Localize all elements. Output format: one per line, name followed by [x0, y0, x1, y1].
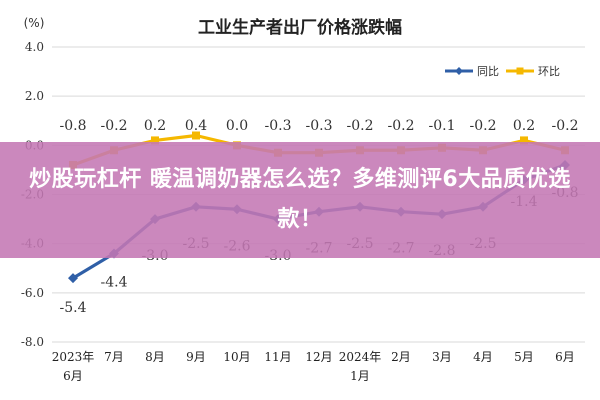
x-tick-label: 5月	[514, 350, 534, 364]
ad-banner-text[interactable]: 炒股玩杠杆 暖温调奶器怎么选？多维测评6大品质优选款！	[29, 167, 571, 232]
data-label-huanbi: -0.2	[101, 118, 128, 134]
y-tick-label: -8.0	[21, 335, 44, 349]
x-tick-label: 9月	[186, 350, 206, 364]
x-tick-label: 8月	[145, 350, 165, 364]
x-tick-label: 10月	[223, 350, 250, 364]
data-label-tongbi: -4.4	[101, 275, 128, 291]
x-tick-label: 1月	[350, 369, 370, 383]
data-label-tongbi: -5.4	[60, 300, 87, 316]
data-label-huanbi: -0.2	[552, 118, 579, 134]
data-label-huanbi: 0.2	[513, 118, 535, 134]
data-label-huanbi: -0.2	[470, 118, 497, 134]
x-tick-label: 11月	[264, 350, 291, 364]
data-label-huanbi: -0.2	[347, 118, 374, 134]
y-tick-label: -6.0	[21, 286, 44, 300]
ad-banner[interactable]: 炒股玩杠杆 暖温调奶器怎么选？多维测评6大品质优选款！	[0, 142, 600, 258]
x-tick-label: 2023年	[52, 350, 95, 364]
legend-label: 同比	[477, 65, 499, 78]
data-label-huanbi: 0.2	[144, 118, 166, 134]
x-tick-label: 12月	[305, 350, 332, 364]
legend: 同比 环比	[445, 65, 560, 78]
data-point-tongbi	[68, 273, 78, 284]
y-tick-label: 4.0	[25, 40, 44, 54]
y-tick-label: 2.0	[25, 89, 44, 103]
data-label-huanbi: -0.1	[429, 118, 456, 134]
x-tick-label: 6月	[555, 350, 575, 364]
data-label-huanbi: -0.2	[388, 118, 415, 134]
data-label-huanbi: 0.0	[226, 118, 248, 134]
legend-label: 环比	[538, 65, 560, 78]
x-tick-label: 3月	[432, 350, 452, 364]
data-point-huanbi	[192, 131, 200, 140]
legend-marker	[516, 67, 524, 75]
data-point-huanbi	[520, 136, 528, 145]
legend-marker	[455, 67, 463, 75]
x-tick-label: 2月	[391, 350, 411, 364]
data-label-huanbi: -0.8	[60, 118, 87, 134]
data-point-huanbi	[151, 136, 159, 145]
x-tick-labels: 2023年 6月 7月 8月 9月 10月 11月 12月 2024年 1月 2月 3月 4月 5月 6月	[52, 350, 575, 383]
y-axis-unit: (%)	[24, 16, 45, 30]
x-tick-label: 7月	[104, 350, 124, 364]
data-label-huanbi: -0.3	[265, 118, 292, 134]
x-tick-label: 2024年	[339, 350, 382, 364]
data-label-huanbi: -0.3	[306, 118, 333, 134]
chart-title: 工业生产者出厂价格涨跌幅	[198, 17, 402, 38]
x-tick-label: 4月	[473, 350, 493, 364]
data-label-huanbi: 0.4	[185, 118, 207, 134]
x-tick-label: 6月	[63, 369, 83, 383]
